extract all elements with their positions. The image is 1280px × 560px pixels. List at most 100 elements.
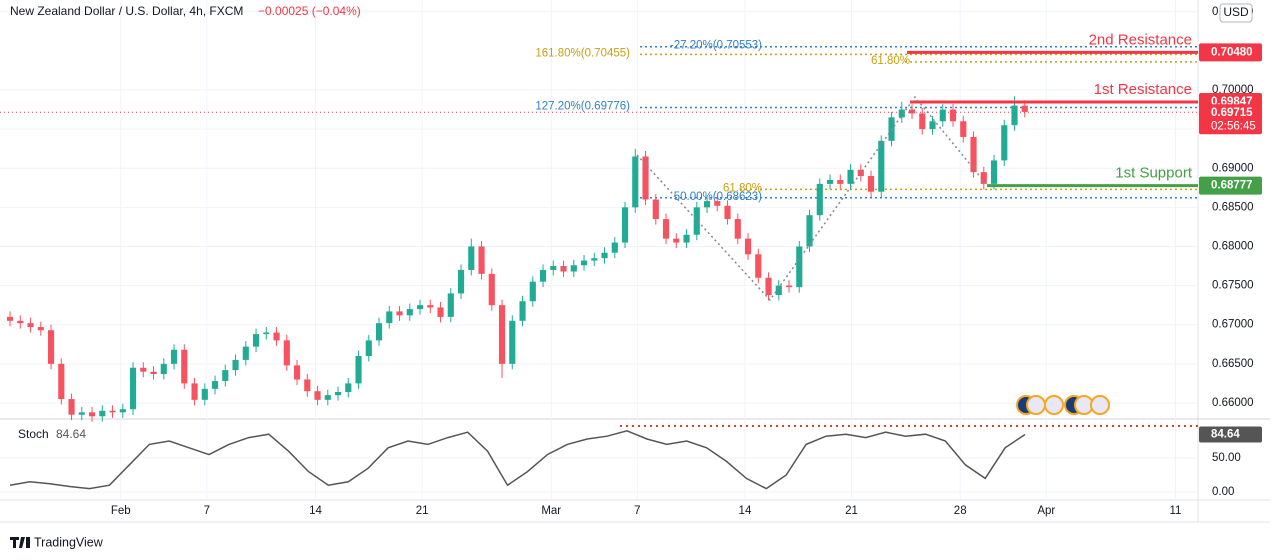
brand: TradingView — [34, 535, 104, 549]
candle-body — [908, 109, 916, 114]
candle-body — [970, 136, 977, 173]
candle-body — [775, 285, 782, 295]
candle-body — [99, 410, 106, 417]
candle-body — [847, 169, 854, 184]
fib-label: 50.00%(0.68623) — [674, 191, 762, 203]
candle-body — [468, 246, 475, 270]
candle-body — [170, 349, 178, 364]
level-value: 0.70480 — [1211, 46, 1253, 58]
fib-label: 61.80% — [871, 55, 910, 67]
candle-body — [68, 399, 75, 415]
fib-label: 61.80% — [723, 182, 762, 194]
candle-body — [140, 367, 147, 372]
candle-body — [570, 265, 577, 272]
candle-body — [580, 260, 588, 266]
candle-body — [816, 183, 823, 216]
candle-body — [119, 409, 126, 413]
candle-body — [478, 246, 485, 274]
candle-body — [662, 219, 670, 239]
candle-body — [355, 356, 362, 384]
candle-body — [498, 305, 506, 364]
candle-body — [1011, 105, 1018, 126]
candle-body — [621, 207, 629, 243]
candle-body — [1021, 105, 1028, 112]
candle-body — [755, 254, 762, 278]
currency[interactable]: USD — [1223, 5, 1249, 19]
stoch-value: 84.64 — [56, 427, 86, 441]
x-tick-label: 28 — [954, 505, 967, 517]
candle-body — [949, 109, 957, 122]
candle-body — [724, 205, 731, 220]
y-tick-label: 0.66500 — [1212, 358, 1254, 370]
level-tag — [1199, 43, 1262, 62]
stoch-tag — [1199, 426, 1262, 443]
y-tick-label: 0.67500 — [1212, 280, 1254, 292]
candle-body — [529, 281, 536, 302]
x-tick-label: 14 — [739, 505, 752, 517]
candle-body — [375, 323, 383, 341]
x-tick-label: 21 — [416, 505, 429, 517]
candle-body — [447, 293, 454, 317]
candle-body — [263, 332, 270, 335]
candle-body — [744, 238, 752, 255]
candle-body — [232, 359, 239, 371]
event-icons — [1016, 395, 1110, 415]
candle-body — [796, 246, 803, 288]
candle-body — [867, 176, 875, 192]
candle-body — [1001, 125, 1008, 161]
x-tick-label: 21 — [845, 505, 858, 517]
candle-body — [837, 179, 844, 184]
candle-body — [980, 172, 987, 184]
y-tick-label: 0.68000 — [1212, 241, 1254, 253]
candle-body — [642, 156, 649, 200]
candle-body — [365, 340, 372, 357]
candle-body — [191, 383, 198, 400]
candle-body — [673, 238, 680, 243]
candle-body — [550, 266, 557, 270]
candle-body — [304, 379, 311, 392]
x-tick-label: 14 — [309, 505, 322, 517]
candle-body — [27, 323, 34, 328]
candle-body — [878, 140, 885, 192]
candle-body — [560, 266, 567, 272]
currency-box[interactable] — [1219, 3, 1253, 23]
candle-body — [898, 109, 905, 118]
event-icon — [1090, 395, 1110, 415]
candle-body — [160, 363, 167, 375]
level-value: 0.68777 — [1211, 180, 1253, 192]
fib-anchor-path — [636, 95, 988, 302]
fib-label: 161.80%(0.70455) — [535, 47, 630, 59]
y-tick-label: 0.69000 — [1212, 162, 1254, 174]
y-tick-label: 0.66000 — [1212, 397, 1254, 409]
candle-body — [652, 199, 659, 220]
candle-body — [181, 349, 188, 384]
candle-body — [857, 169, 864, 177]
candle-body — [396, 311, 403, 316]
y-tick-label: 0.68500 — [1212, 201, 1254, 213]
x-tick-label: Feb — [111, 505, 131, 517]
countdown: 02:56:45 — [1211, 120, 1256, 132]
candle-body — [345, 383, 352, 393]
candle-body — [509, 320, 516, 364]
candle-body — [47, 330, 55, 364]
candle-body — [611, 242, 618, 253]
last-price-label: 0.69715 — [1211, 107, 1253, 119]
candle-body — [806, 215, 813, 247]
candle-body — [416, 305, 424, 310]
candle-body — [437, 307, 444, 317]
candle-body — [765, 277, 772, 295]
candle-body — [129, 367, 137, 410]
y-tick-label: 0.67000 — [1212, 319, 1254, 331]
candle-body — [826, 179, 834, 184]
chart-title: New Zealand Dollar / U.S. Dollar, 4h, FX… — [10, 4, 243, 18]
stoch-line — [9, 430, 1026, 490]
candle-body — [632, 156, 639, 208]
candle-body — [939, 109, 946, 122]
candle-body — [734, 219, 741, 239]
candle-body — [6, 316, 14, 321]
last-price-tag — [1199, 104, 1262, 135]
x-tick-label: 7 — [634, 505, 640, 517]
candle-body — [406, 309, 413, 316]
candle-body — [324, 395, 331, 400]
